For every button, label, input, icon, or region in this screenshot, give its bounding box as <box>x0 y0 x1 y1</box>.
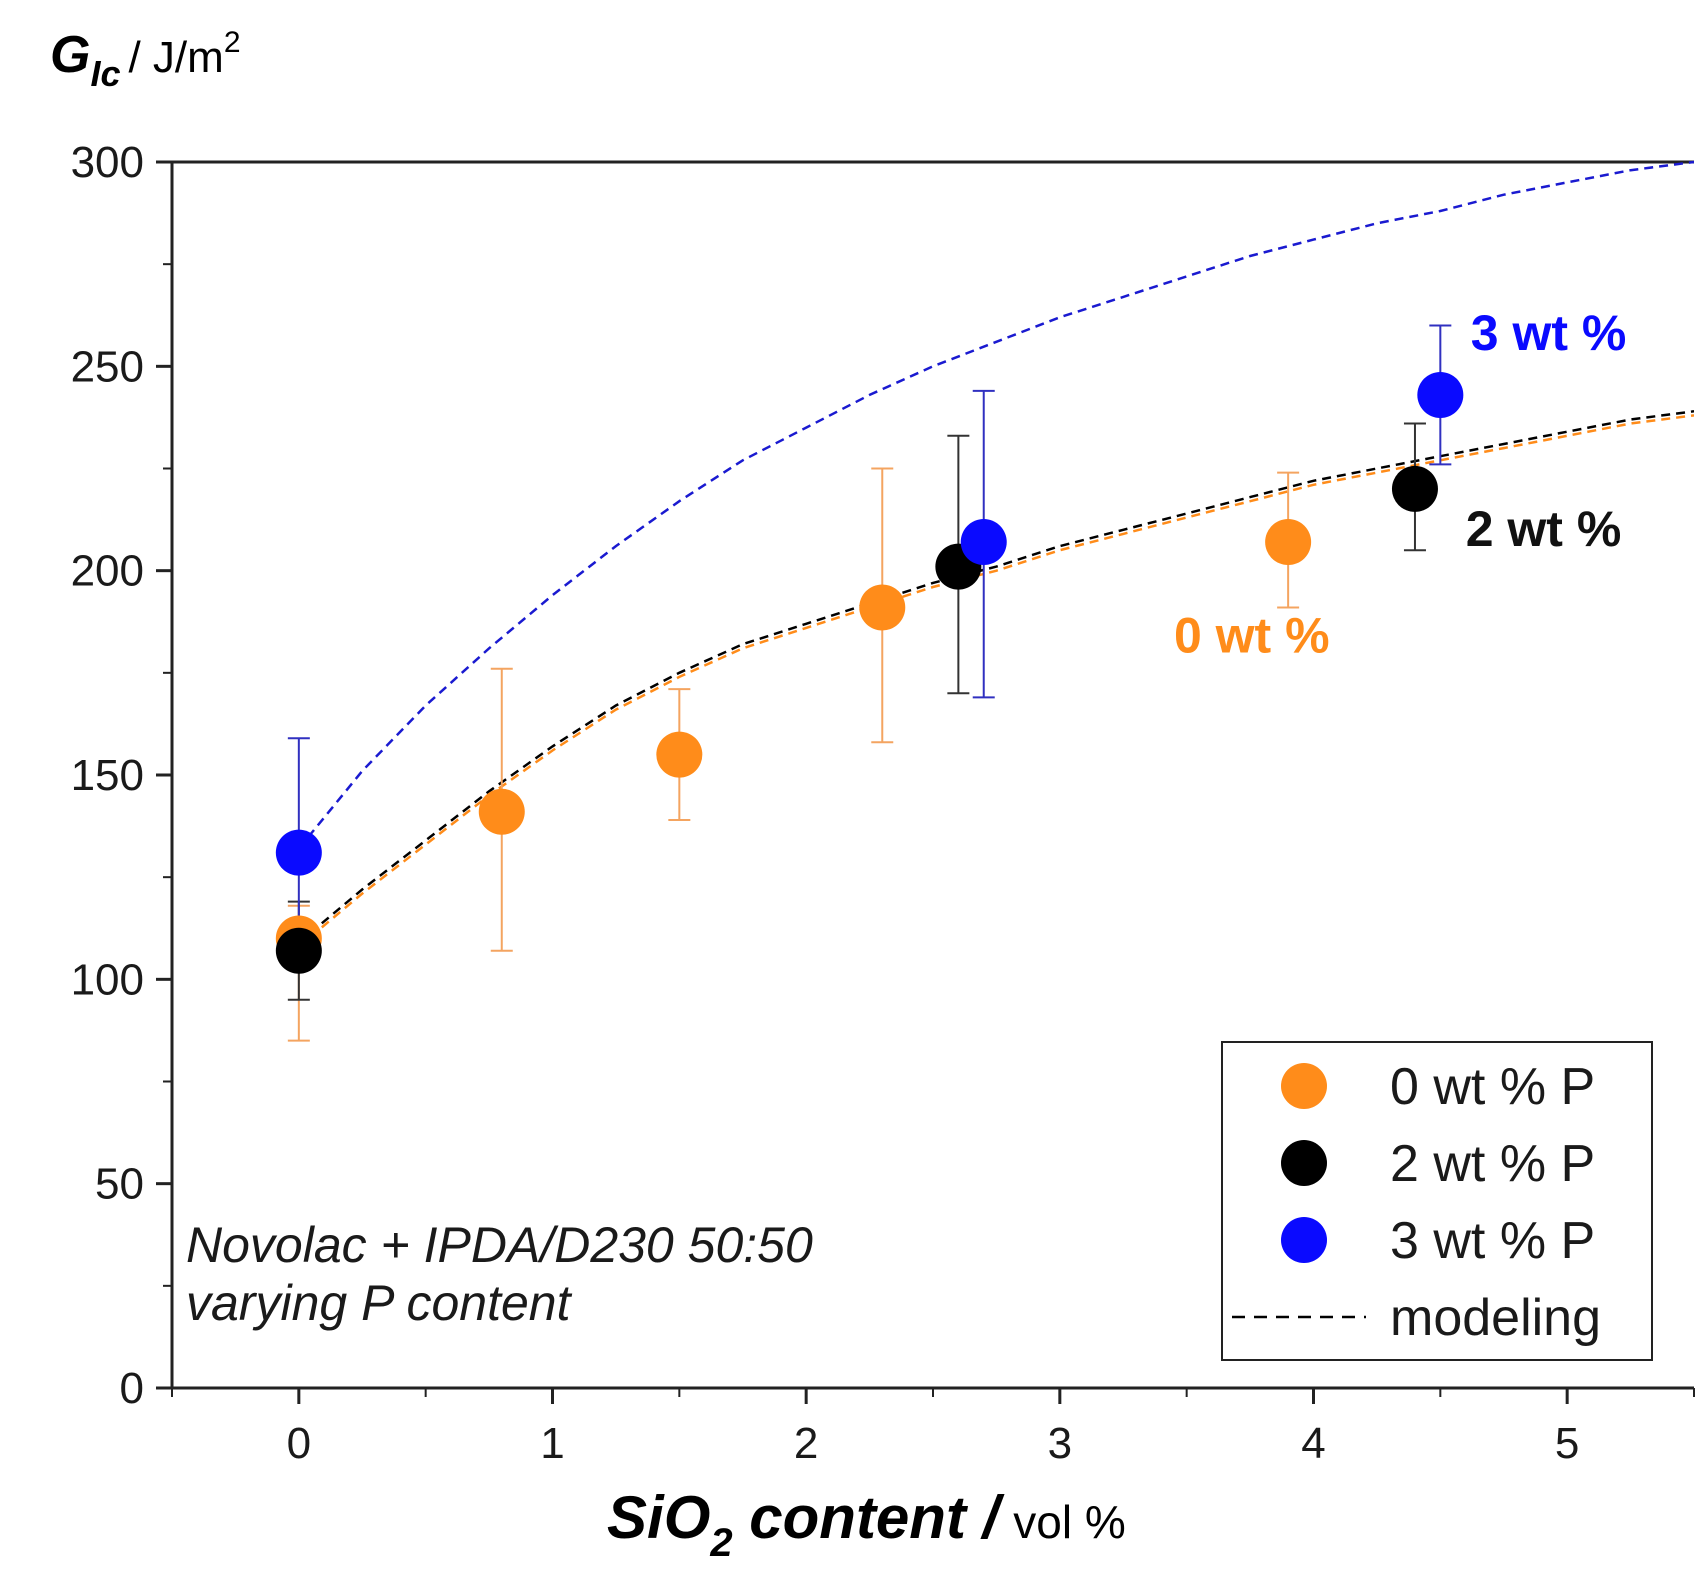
x-tick-label: 2 <box>794 1419 818 1468</box>
legend-label: modeling <box>1390 1289 1601 1347</box>
data-point-2-wt-p <box>275 927 322 974</box>
x-tick-label: 0 <box>287 1419 311 1468</box>
data-point-3-wt-p <box>275 829 322 876</box>
plot-area: 0 50 100 150 200 250 300 0 1 2 3 4 5 3 wt % 2 wt % 0 wt… <box>71 138 1695 1468</box>
x-tick-label: 5 <box>1555 1419 1579 1468</box>
y-axis-title-main: G <box>50 26 90 84</box>
legend-label: 2 wt % P <box>1390 1135 1595 1193</box>
annotation-label: 3 wt % <box>1471 305 1627 361</box>
x-tick-label: 3 <box>1048 1419 1072 1468</box>
y-axis-title: GIc / J/m2 <box>50 26 241 94</box>
note-line: varying P content <box>186 1275 573 1331</box>
modeling-curve-3-wt-p <box>297 160 1694 850</box>
legend-marker <box>1281 1217 1327 1263</box>
x-axis-title-main: SiO <box>607 1484 710 1551</box>
data-point-3-wt-p <box>960 519 1007 566</box>
y-axis-title-unit: / J/m <box>128 33 223 82</box>
legend-label: 3 wt % P <box>1390 1212 1595 1270</box>
y-tick-label: 250 <box>71 342 144 391</box>
modeling-curve-0-wt-p <box>297 414 1694 948</box>
x-axis-title-subscript: 2 <box>709 1521 732 1565</box>
x-axis-title: SiO2 content / vol % <box>607 1484 1126 1565</box>
x-tick-label: 1 <box>540 1419 564 1468</box>
y-tick-label: 100 <box>71 955 144 1004</box>
x-tick-label: 4 <box>1301 1419 1325 1468</box>
y-tick-label: 150 <box>71 751 144 800</box>
legend-label: 0 wt % P <box>1390 1058 1595 1116</box>
modeling-curve-2-wt-p <box>297 410 1694 944</box>
data-point-3-wt-p <box>1417 371 1464 418</box>
annotation-label: 2 wt % <box>1466 501 1622 557</box>
data-point-0-wt-p <box>859 584 906 631</box>
x-axis-title-unit: vol % <box>1013 1496 1125 1548</box>
y-tick-label: 200 <box>71 547 144 596</box>
data-point-0-wt-p <box>1265 519 1312 566</box>
annotation-label: 0 wt % <box>1174 607 1330 663</box>
data-point-2-wt-p <box>1391 465 1438 512</box>
x-axis-title-post: content / <box>733 1484 1005 1551</box>
y-tick-label: 50 <box>95 1160 144 1209</box>
y-tick-label: 0 <box>120 1364 144 1413</box>
y-axis-title-unit-sup: 2 <box>224 26 241 59</box>
data-point-0-wt-p <box>478 788 525 835</box>
note-line: Novolac + IPDA/D230 50:50 <box>186 1217 813 1273</box>
y-tick-label: 300 <box>71 138 144 187</box>
legend-marker <box>1281 1140 1327 1186</box>
y-axis-title-subscript: Ic <box>90 53 120 94</box>
legend-marker <box>1281 1063 1327 1109</box>
data-point-0-wt-p <box>656 731 703 778</box>
